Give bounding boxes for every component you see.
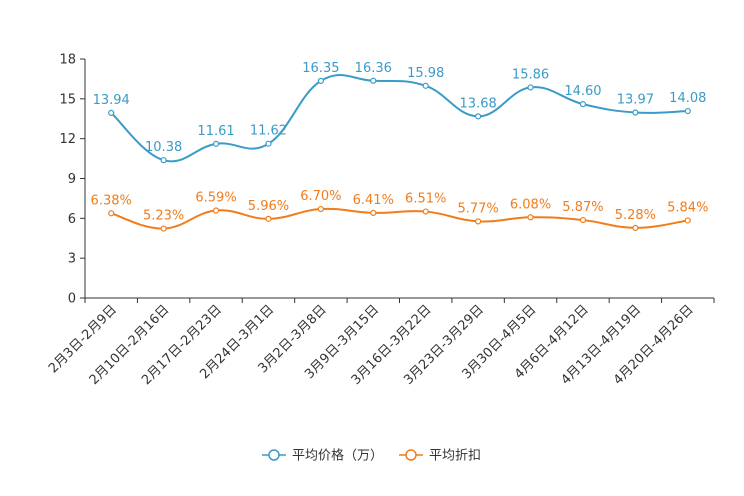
data-label: 6.41%	[353, 193, 394, 208]
data-point[interactable]	[475, 218, 482, 225]
data-label: 5.84%	[667, 200, 708, 215]
data-point[interactable]	[160, 157, 167, 164]
y-tick-label: 3	[68, 252, 76, 267]
data-point[interactable]	[265, 215, 272, 222]
data-label: 14.08	[669, 91, 706, 106]
data-label: 5.77%	[457, 201, 498, 216]
legend-marker	[405, 449, 417, 461]
data-label: 13.68	[460, 96, 497, 111]
data-point[interactable]	[212, 140, 220, 147]
data-point[interactable]	[160, 225, 167, 232]
data-label: 16.35	[302, 61, 339, 76]
data-label: 13.97	[617, 93, 654, 108]
series-line-2	[110, 207, 688, 230]
data-label: 6.70%	[300, 189, 341, 204]
data-point[interactable]	[370, 77, 377, 84]
data-label: 6.38%	[91, 193, 132, 208]
y-tick-label: 18	[59, 53, 76, 68]
legend-item-2[interactable]: 平均折扣	[399, 449, 481, 464]
data-label: 5.87%	[562, 200, 603, 215]
data-label: 15.98	[407, 66, 444, 81]
data-label: 5.96%	[248, 199, 289, 214]
legend[interactable]: 平均价格（万） 平均折扣	[262, 448, 481, 464]
data-label: 6.51%	[405, 192, 446, 207]
y-tick-label: 9	[68, 172, 76, 187]
data-label: 6.08%	[510, 197, 551, 212]
data-point[interactable]	[108, 109, 115, 117]
data-point[interactable]	[370, 209, 377, 216]
data-point[interactable]	[632, 224, 639, 231]
legend-label: 平均价格（万）	[292, 448, 383, 464]
data-point[interactable]	[684, 107, 691, 115]
data-label: 14.60	[564, 84, 601, 99]
data-point[interactable]	[422, 208, 429, 215]
data-label: 6.59%	[195, 190, 236, 205]
data-label: 13.94	[93, 93, 130, 108]
data-point[interactable]	[317, 77, 324, 85]
y-tick-label: 6	[68, 212, 76, 227]
data-point[interactable]	[579, 101, 587, 108]
data-point[interactable]	[632, 109, 639, 116]
data-label: 11.61	[197, 124, 234, 139]
data-point[interactable]	[422, 82, 429, 89]
data-point[interactable]	[212, 207, 220, 214]
legend-marker	[268, 449, 280, 461]
data-point[interactable]	[527, 84, 534, 91]
data-label: 11.62	[250, 124, 287, 139]
data-label: 10.38	[145, 140, 182, 155]
data-point[interactable]	[317, 205, 324, 213]
data-label: 16.36	[355, 61, 392, 76]
data-point[interactable]	[265, 140, 272, 147]
data-point[interactable]	[475, 113, 482, 120]
legend-item-1[interactable]: 平均价格（万）	[262, 448, 383, 464]
data-point[interactable]	[108, 210, 115, 217]
data-point[interactable]	[684, 217, 691, 224]
y-tick-label: 0	[68, 292, 76, 307]
data-point[interactable]	[527, 214, 534, 221]
data-label: 15.86	[512, 67, 549, 82]
y-tick-label: 12	[59, 132, 76, 147]
data-label: 5.28%	[615, 208, 656, 223]
legend-label: 平均折扣	[429, 449, 481, 464]
data-point[interactable]	[579, 216, 587, 224]
y-tick-label: 15	[59, 92, 76, 107]
data-label: 5.23%	[143, 209, 184, 224]
